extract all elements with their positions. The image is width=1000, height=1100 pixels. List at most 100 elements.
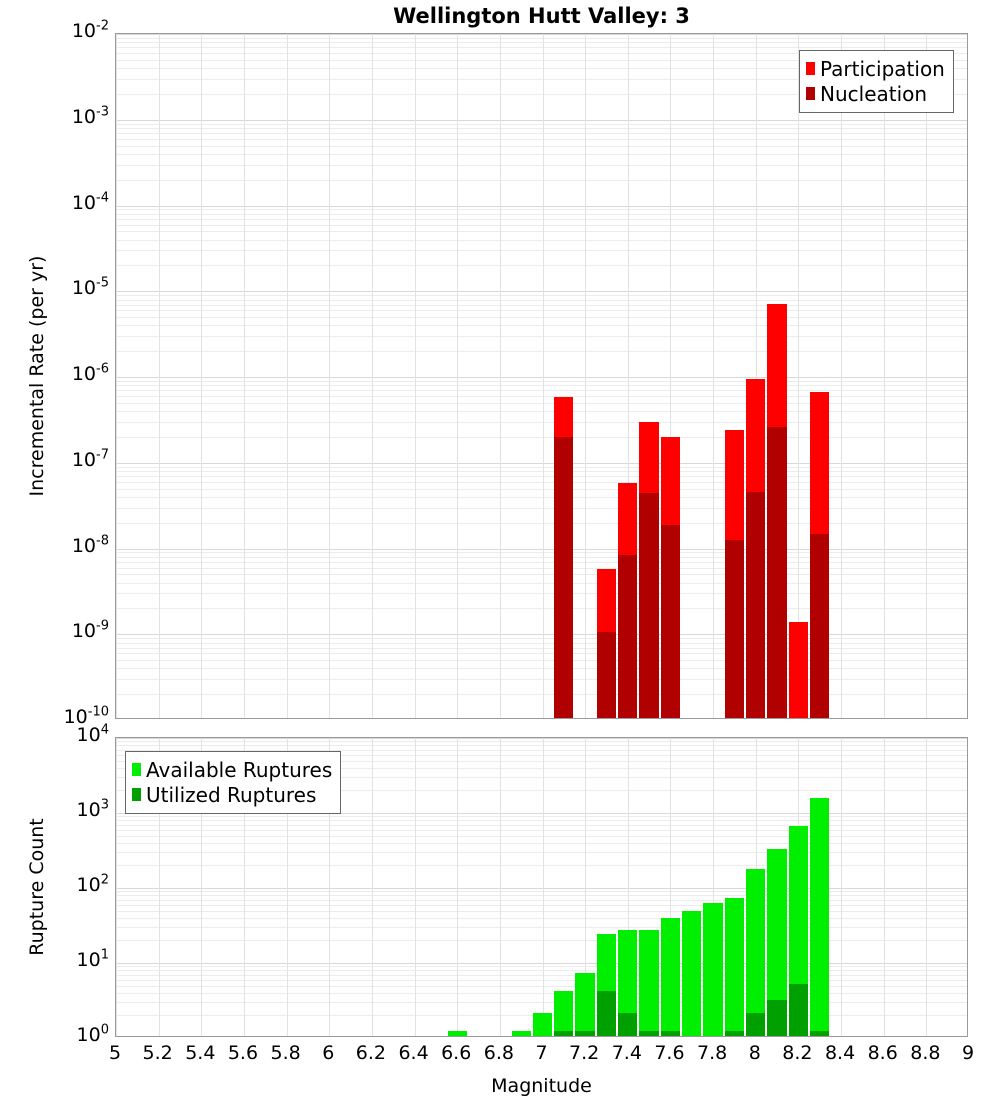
bar-segment-utilized (596, 990, 617, 1036)
bar-segment-available (447, 1031, 467, 1036)
legend-label: Participation (820, 56, 945, 81)
bar-segment-available (575, 972, 595, 1036)
legend-top-item[interactable]: Nucleation (806, 81, 945, 106)
gridline-vertical (585, 34, 586, 718)
gridline-minor (116, 133, 967, 134)
x-tick-label: 7.2 (569, 1042, 600, 1064)
legend-swatch-icon (132, 788, 141, 801)
bar-segment-available (554, 990, 574, 1036)
gridline-minor (116, 53, 967, 54)
gridline-minor (116, 482, 967, 483)
gridline-vertical (543, 34, 544, 718)
bar-segment-available (810, 797, 830, 1036)
bar-segment-utilized (724, 1031, 745, 1036)
gridline-minor (116, 351, 967, 352)
gridline-minor (116, 980, 967, 981)
gridline-minor (116, 325, 967, 326)
gridline-vertical (457, 34, 458, 718)
legend-bottom[interactable]: Available Ruptures Utilized Ruptures (125, 751, 342, 814)
legend-top[interactable]: Participation Nucleation (799, 50, 954, 113)
bar-stacked (746, 378, 766, 718)
y-tick-label: 10-8 (71, 533, 109, 557)
bar-rupture-count (788, 825, 809, 1036)
x-tick-label: 5 (108, 1042, 122, 1064)
legend-label: Utilized Ruptures (146, 782, 317, 807)
bar-segment-utilized (767, 1000, 787, 1036)
gridline-vertical (628, 738, 629, 1036)
bar-segment-available (618, 929, 638, 1036)
bar-rupture-count (746, 868, 766, 1036)
x-tick-label: 8.2 (782, 1042, 813, 1064)
gridline-minor (116, 231, 967, 232)
bar-segment-available (639, 929, 659, 1036)
legend-swatch-icon (132, 763, 141, 776)
gridline-vertical (244, 738, 245, 1036)
bar-rupture-count (596, 933, 617, 1036)
gridline-minor (116, 895, 967, 896)
gridline-minor (116, 471, 967, 472)
gridline-minor (116, 986, 967, 987)
rupture-count-plot (115, 737, 968, 1037)
legend-bottom-item[interactable]: Available Ruptures (132, 757, 332, 782)
gridline-minor (116, 830, 967, 831)
page-title: Wellington Hutt Valley: 3 (393, 4, 690, 28)
gridline-vertical (457, 738, 458, 1036)
gridline-minor (116, 790, 967, 791)
gridline-minor (116, 79, 967, 80)
gridline-vertical (670, 738, 671, 1036)
gridline-major (116, 206, 967, 207)
bar-segment-available (532, 1013, 553, 1036)
gridline-vertical (585, 738, 586, 1036)
y-tick-label: 104 (76, 722, 109, 746)
x-tick-label: 8.6 (867, 1042, 898, 1064)
gridline-vertical (670, 34, 671, 718)
gridline-vertical (244, 34, 245, 718)
gridline-minor (116, 265, 967, 266)
legend-swatch-icon (806, 87, 815, 100)
bar-segment-available (682, 911, 702, 1036)
gridline-major (116, 120, 967, 121)
gridline-minor (116, 608, 967, 609)
gridline-minor (116, 47, 967, 48)
gridline-minor (116, 154, 967, 155)
gridline-vertical (116, 34, 117, 718)
gridline-minor (116, 139, 967, 140)
bar-segment-utilized (554, 1031, 574, 1036)
x-tick-label: 5.6 (227, 1042, 259, 1064)
bar-rupture-count (639, 929, 659, 1036)
gridline-major (116, 888, 967, 889)
gridline-vertical (415, 738, 416, 1036)
gridline-vertical (884, 738, 885, 1036)
bar-stacked (788, 622, 809, 718)
y-tick-label: 10-7 (71, 447, 109, 471)
gridline-vertical (201, 34, 202, 718)
gridline-minor (116, 336, 967, 337)
legend-bottom-item[interactable]: Utilized Ruptures (132, 782, 332, 807)
y-tick-label: 102 (76, 872, 109, 896)
gridline-minor (116, 523, 967, 524)
gridline-minor (116, 403, 967, 404)
gridline-minor (116, 905, 967, 906)
gridline-minor (116, 593, 967, 594)
gridline-major (116, 813, 967, 814)
x-tick-label: 8.8 (910, 1042, 941, 1064)
bar-rupture-count (660, 918, 681, 1036)
bar-rupture-count (554, 990, 574, 1036)
x-tick-label: 5.2 (142, 1042, 173, 1064)
gridline-minor (116, 180, 967, 181)
gridline-minor (116, 820, 967, 821)
gridline-minor (116, 741, 967, 742)
bar-segment-available (511, 1031, 531, 1036)
gridline-minor (116, 583, 967, 584)
gridline-minor (116, 411, 967, 412)
bar-segment-available (767, 849, 787, 1036)
gridline-vertical (926, 738, 927, 1036)
bar-segment-nucleation (767, 426, 787, 718)
bar-stacked (724, 429, 745, 718)
gridline-vertical (798, 34, 799, 718)
bar-rupture-count (575, 972, 595, 1036)
legend-top-item[interactable]: Participation (806, 56, 945, 81)
gridline-major (116, 549, 967, 550)
gridline-major (116, 963, 967, 964)
gridline-vertical (159, 34, 160, 718)
